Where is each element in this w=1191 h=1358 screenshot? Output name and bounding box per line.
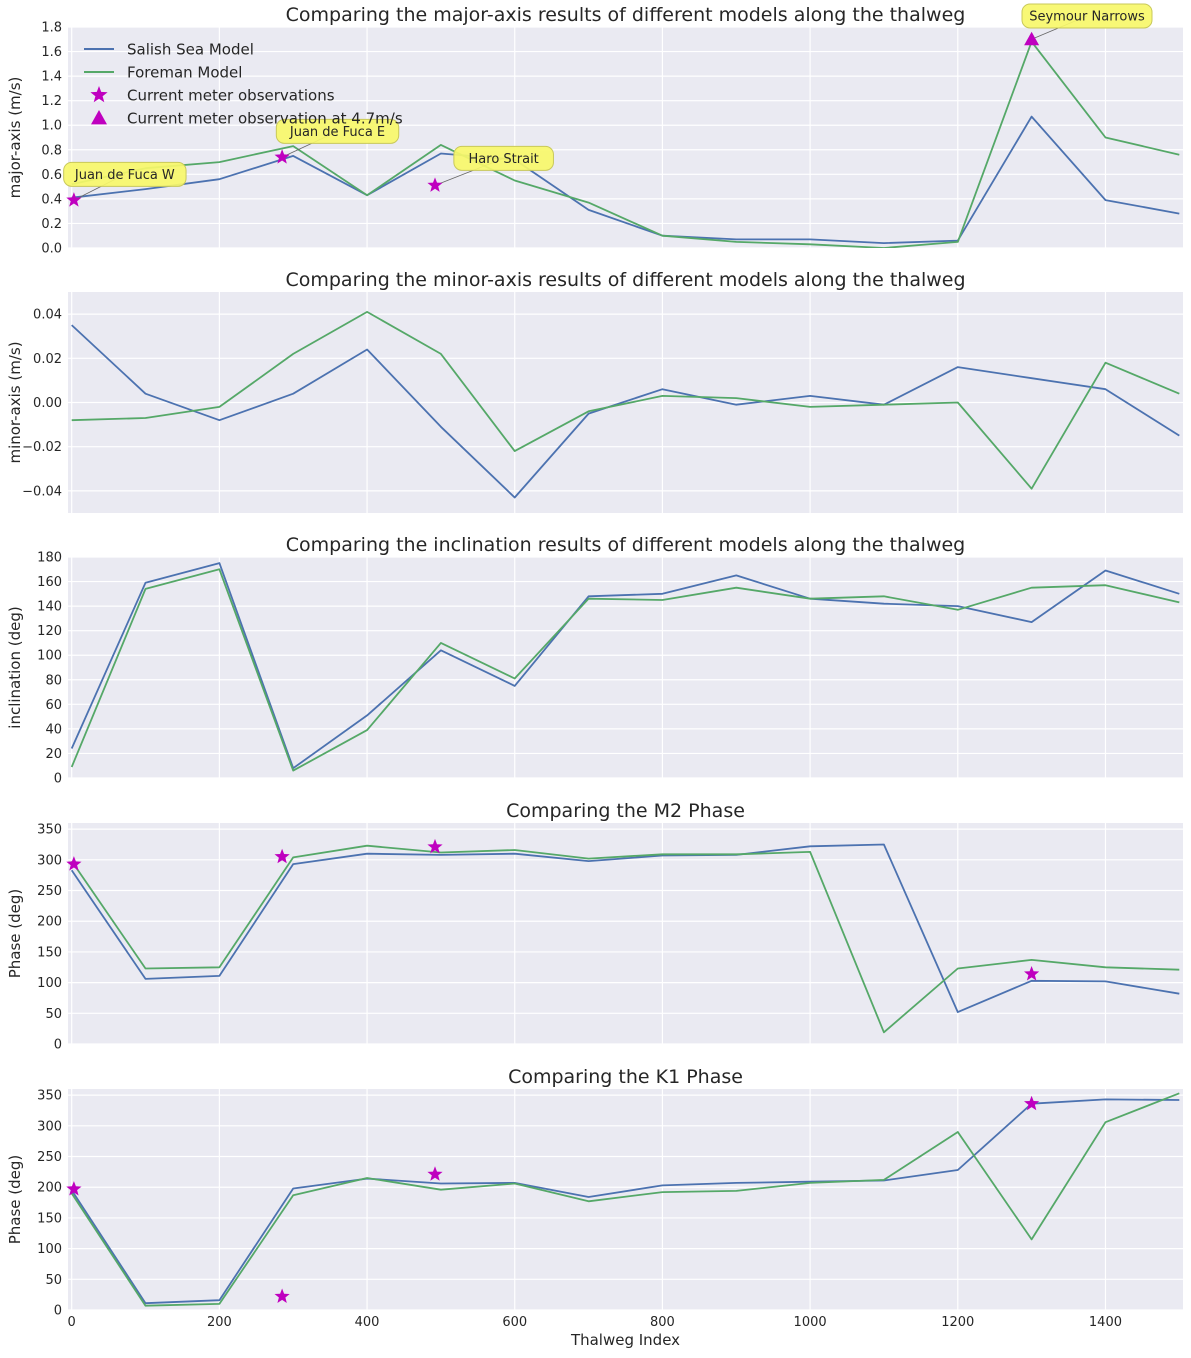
y-tick-label: 0 [54,1304,62,1319]
y-tick-label: 0.02 [33,352,62,367]
y-tick-label: 50 [45,1273,62,1288]
subplot-5: 0 50 100 150 200 250 300 350 0 200 400 600 800 1000 12… [6,1066,1183,1349]
y-tick-label: 60 [45,698,62,713]
y-tick-label: 100 [37,649,62,664]
y-tick-label: 1.6 [41,45,62,60]
y-tick-label: 0.0 [41,242,62,257]
chart-title: Comparing the inclination results of dif… [286,534,966,556]
y-tick-label: 150 [37,945,62,960]
plot-area [68,27,1183,248]
x-tick-label: 0 [68,1315,76,1330]
y-axis-label: minor-axis (m/s) [6,341,24,463]
x-tick-label: 1200 [941,1315,974,1330]
y-tick-label: 80 [45,673,62,688]
x-axis-label: Thalweg Index [570,1331,680,1349]
chart-title: Comparing the major-axis results of diff… [286,4,966,26]
y-tick-label: 0.04 [33,308,62,323]
y-axis-label: Phase (deg) [6,889,24,979]
subplot-4: 0 50 100 150 200 250 300 350 Comparing the M2 Ph… [6,800,1183,1053]
y-axis-label: inclination (deg) [6,606,24,728]
y-tick-label: 1.8 [41,21,62,36]
y-tick-label: 50 [45,1007,62,1022]
y-tick-label: 1.2 [41,94,62,109]
y-tick-label: 100 [37,1242,62,1257]
chart-title: Comparing the minor-axis results of diff… [285,269,965,291]
legend-label: Salish Sea Model [127,41,254,59]
y-tick-label: 300 [37,853,62,868]
y-tick-label: 0 [54,1038,62,1053]
y-tick-label: 250 [37,1150,62,1165]
y-tick-label: −0.04 [22,484,62,499]
legend-label: Current meter observation at 4.7m/s [127,110,403,128]
y-tick-label: 160 [37,575,62,590]
y-axis-label: Phase (deg) [6,1155,24,1245]
y-tick-label: 150 [37,1211,62,1226]
legend-label: Foreman Model [127,64,242,82]
y-tick-label: 180 [37,551,62,566]
y-tick-label: 1.0 [41,119,62,134]
y-tick-label: 350 [37,1089,62,1104]
y-tick-label: 0.00 [33,396,62,411]
y-tick-label: 200 [37,1181,62,1196]
x-tick-label: 1400 [1089,1315,1122,1330]
y-tick-label: 0.4 [41,192,62,207]
y-tick-label: −0.02 [22,440,62,455]
y-tick-label: 0 [54,772,62,787]
annotation-label: Seymour Narrows [1029,9,1145,24]
plot-area [68,557,1183,778]
annotation-label: Juan de Fuca W [74,168,175,183]
y-tick-label: 120 [37,624,62,639]
y-axis-label: major-axis (m/s) [6,77,24,199]
x-tick-label: 1000 [794,1315,827,1330]
y-tick-label: 1.4 [41,70,62,85]
y-tick-label: 200 [37,915,62,930]
y-tick-label: 250 [37,884,62,899]
subplot-3: 0 20 40 60 80 100 120 140 160 180 Comparing the in… [6,534,1183,787]
y-tick-label: 100 [37,976,62,991]
chart-title: Comparing the K1 Phase [508,1066,743,1088]
chart-title: Comparing the M2 Phase [506,800,745,822]
x-tick-label: 600 [502,1315,527,1330]
y-tick-label: 0.6 [41,168,62,183]
x-tick-label: 800 [650,1315,675,1330]
y-tick-label: 300 [37,1119,62,1134]
y-tick-label: 40 [45,722,62,737]
y-tick-label: 20 [45,747,62,762]
y-tick-label: 0.2 [41,217,62,232]
subplot-1: 0.0 0.2 0.4 0.6 0.8 1.0 1.2 1.4 1.6 1.8 Comparing … [6,4,1183,257]
y-tick-label: 140 [37,600,62,615]
x-tick-label: 400 [355,1315,380,1330]
x-tick-label: 200 [207,1315,232,1330]
legend-label: Current meter observations [127,87,335,105]
subplot-2: −0.04 −0.02 0.00 0.02 0.04 Comparing the mino… [6,269,1183,513]
annotation-label: Haro Strait [469,152,539,167]
y-tick-label: 350 [37,823,62,838]
y-tick-label: 0.8 [41,143,62,158]
